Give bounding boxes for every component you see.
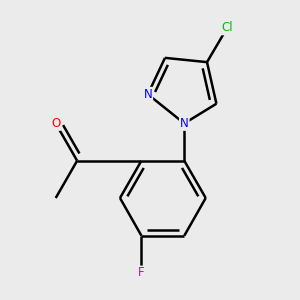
Text: O: O xyxy=(51,117,60,130)
Text: F: F xyxy=(138,266,145,280)
Text: Cl: Cl xyxy=(221,21,233,34)
Text: N: N xyxy=(143,88,152,101)
Text: N: N xyxy=(180,117,189,130)
